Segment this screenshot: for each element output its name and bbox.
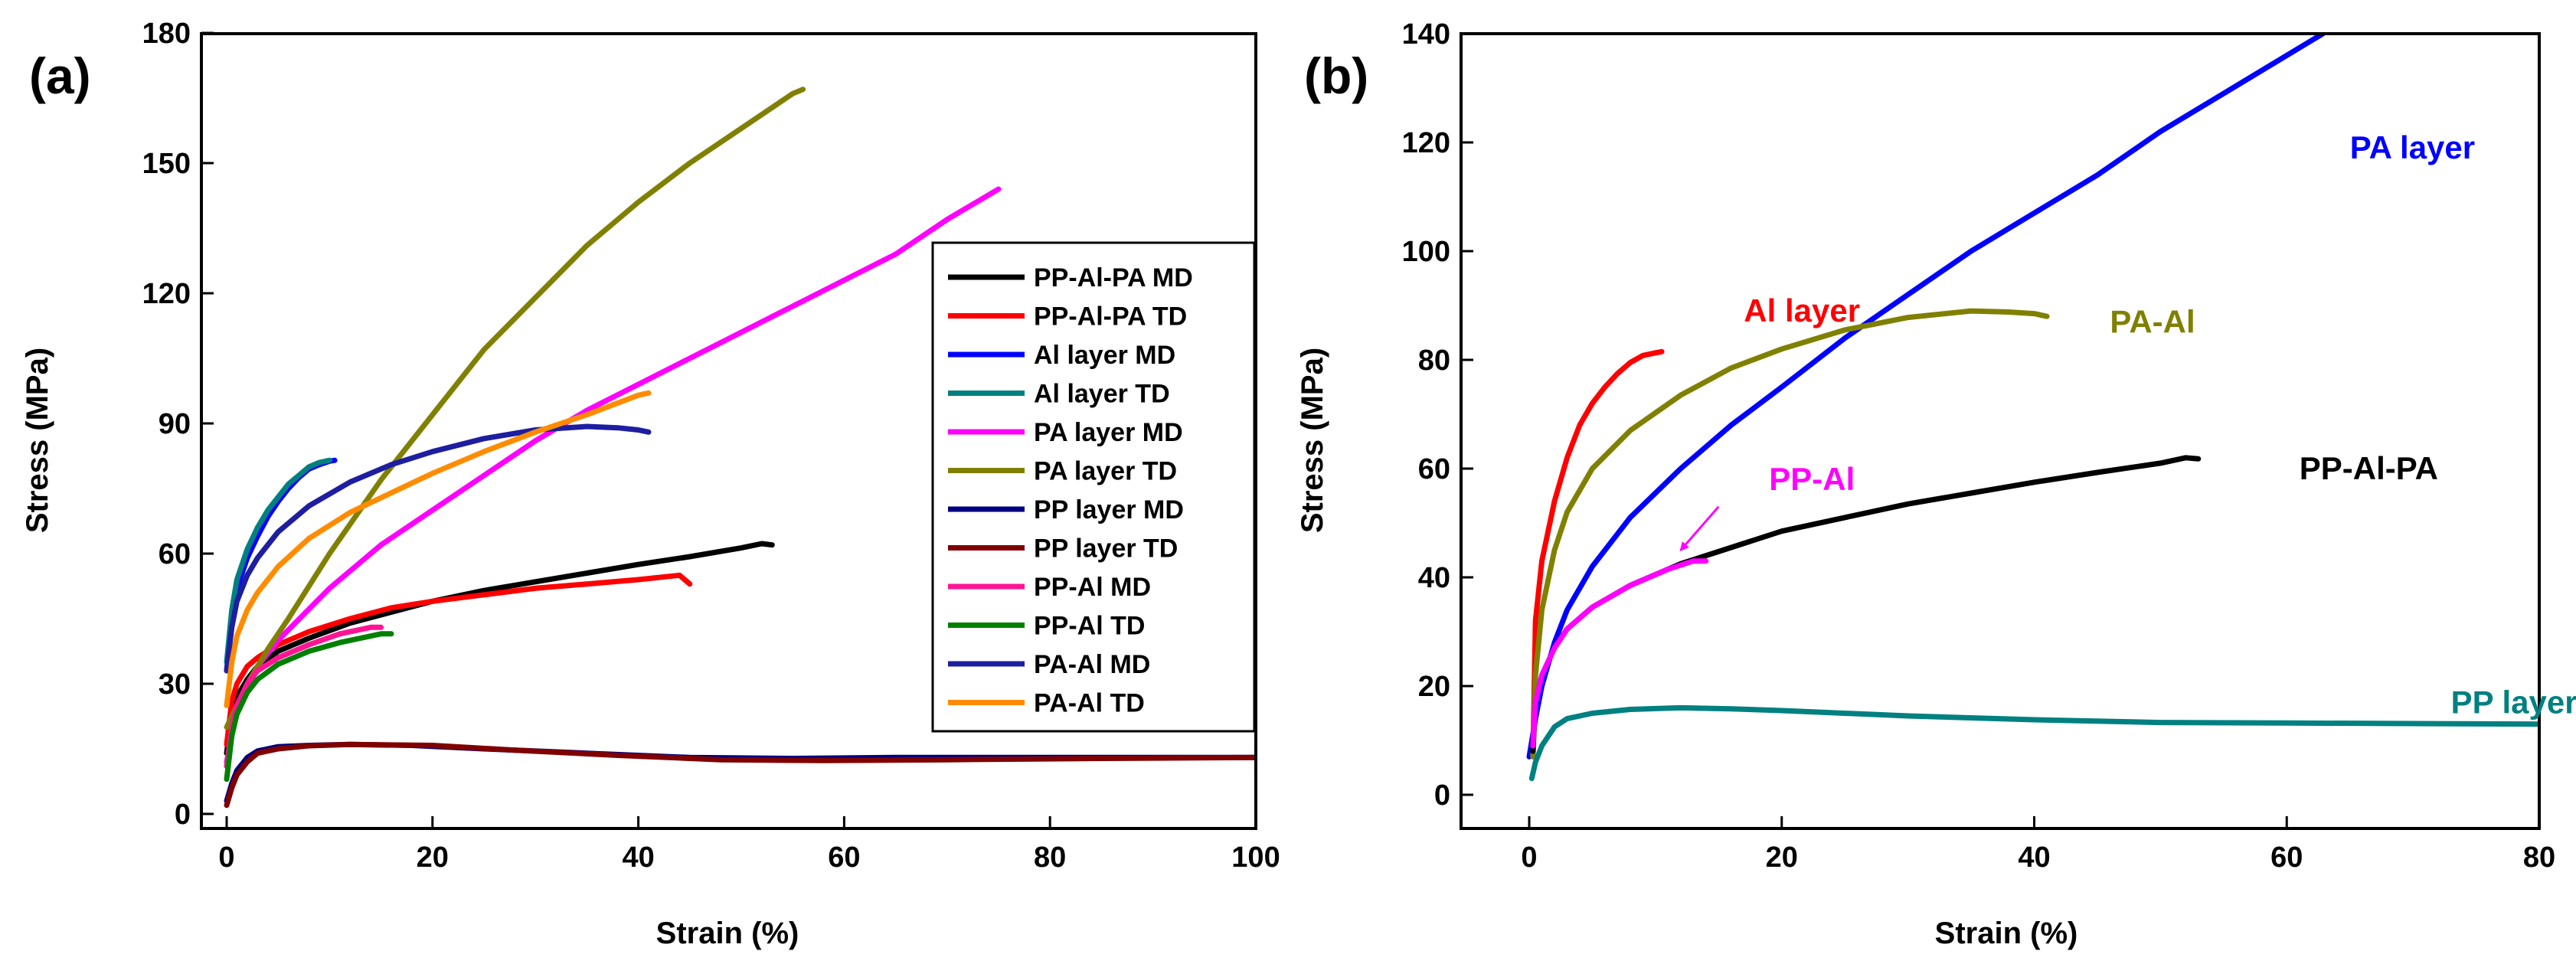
y-tick-label: 60 xyxy=(1418,453,1450,485)
series-line-pp-layer-md xyxy=(224,741,1256,804)
panel-a-ticks: 0 20 40 60 80 100 0 30 60 90 120 150 180 xyxy=(142,18,1280,874)
series-line-pp-al-td xyxy=(224,631,394,783)
legend-label: PA layer TD xyxy=(1034,457,1177,486)
series-line-pp-al-pa-td xyxy=(224,572,693,747)
y-tick-label: 40 xyxy=(1418,562,1450,594)
series-line-pp-layer xyxy=(1528,704,2539,782)
series-line-pp-al xyxy=(1530,558,1709,749)
curve-label: PP-Al-PA xyxy=(2300,450,2438,486)
panel-a: (a) 0 20 40 60 80 100 0 30 60 90 120 150 180 Strain … xyxy=(21,18,1280,950)
x-tick-label: 80 xyxy=(1034,841,1066,874)
y-tick-label: 120 xyxy=(1402,127,1450,159)
curve-label: PP-Al xyxy=(1769,461,1855,497)
series-line-pa-al-md xyxy=(224,423,652,674)
series-line-pa-layer xyxy=(1526,34,2439,760)
series-line-pa-layer-td xyxy=(224,87,806,730)
y-tick-label: 150 xyxy=(142,148,191,180)
y-tick-label: 120 xyxy=(142,278,191,310)
x-tick-label: 40 xyxy=(622,841,654,874)
legend-label: PA layer MD xyxy=(1034,418,1183,447)
annotation-arrow xyxy=(1679,505,1720,552)
y-tick-label: 0 xyxy=(1434,779,1450,812)
legend-label: PA-Al TD xyxy=(1034,689,1145,718)
legend-label: PA-Al MD xyxy=(1034,650,1150,679)
y-tick-label: 0 xyxy=(175,799,191,831)
y-tick-label: 60 xyxy=(159,538,191,570)
panel-b-curve-labels: PA layer Al layer PA-Al PP-Al-PA PP-Al PP lay… xyxy=(1679,129,2576,720)
series-line-pa-al xyxy=(1530,308,2050,760)
panel-b: (b) 0 20 40 60 80 0 20 40 60 80 100 120 140 Strain (… xyxy=(1296,18,2576,950)
series-line-pa-layer-md xyxy=(224,186,1002,765)
panel-b-y-axis-title: Stress (MPa) xyxy=(1296,348,1329,533)
panel-a-label: (a) xyxy=(29,47,91,104)
legend-label: PP-Al TD xyxy=(1034,612,1145,641)
y-tick-label: 80 xyxy=(1418,345,1450,377)
curve-label: PA-Al xyxy=(2110,303,2195,339)
x-tick-label: 20 xyxy=(1766,841,1798,874)
y-tick-label: 180 xyxy=(142,18,191,50)
series-line-pa-al-td xyxy=(224,390,652,708)
panel-b-x-axis-title: Strain (%) xyxy=(1935,917,2078,950)
legend-label: PP-Al MD xyxy=(1034,573,1151,602)
legend-label: PP-Al-PA MD xyxy=(1034,263,1193,292)
x-tick-label: 100 xyxy=(1231,841,1280,874)
legend-label: PP layer TD xyxy=(1034,534,1178,564)
series-line-al-layer-td xyxy=(224,457,332,665)
panel-b-label: (b) xyxy=(1304,47,1368,104)
panel-a-x-axis-title: Strain (%) xyxy=(656,917,799,950)
panel-a-legend: PP-Al-PA MD PP-Al-PA TD Al layer MD Al laye… xyxy=(931,241,1256,733)
legend-label: Al layer TD xyxy=(1034,380,1170,409)
series-line-pp-al-pa-md xyxy=(224,541,775,756)
legend-label: PP-Al-PA TD xyxy=(1034,302,1187,332)
series-line-al-layer xyxy=(1530,348,1665,760)
y-tick-label: 20 xyxy=(1418,671,1450,703)
panel-b-plot-frame xyxy=(1460,32,2541,830)
legend-label: PP layer MD xyxy=(1034,495,1184,524)
panel-b-ticks: 0 20 40 60 80 0 20 40 60 80 100 120 140 xyxy=(1402,18,2556,874)
x-tick-label: 0 xyxy=(218,841,234,874)
curve-label: Al layer xyxy=(1744,292,1860,328)
x-tick-label: 0 xyxy=(1521,841,1537,874)
curve-label: PA layer xyxy=(2350,129,2475,165)
x-tick-label: 80 xyxy=(2523,841,2555,874)
y-tick-label: 140 xyxy=(1402,18,1450,51)
x-tick-label: 60 xyxy=(828,841,860,874)
x-tick-label: 60 xyxy=(2270,841,2303,874)
y-tick-label: 30 xyxy=(159,668,191,701)
series-line-pp-layer-td xyxy=(224,741,1256,809)
y-tick-label: 100 xyxy=(1402,236,1450,268)
x-tick-label: 40 xyxy=(2018,841,2050,874)
panel-a-y-axis-title: Stress (MPa) xyxy=(21,348,54,533)
x-tick-label: 20 xyxy=(417,841,449,874)
legend-label: Al layer MD xyxy=(1034,341,1175,370)
legend-box xyxy=(931,241,1256,733)
y-tick-label: 90 xyxy=(159,408,191,440)
panel-a-plot-frame xyxy=(200,32,1257,830)
curve-label: PP layer xyxy=(2451,684,2576,720)
